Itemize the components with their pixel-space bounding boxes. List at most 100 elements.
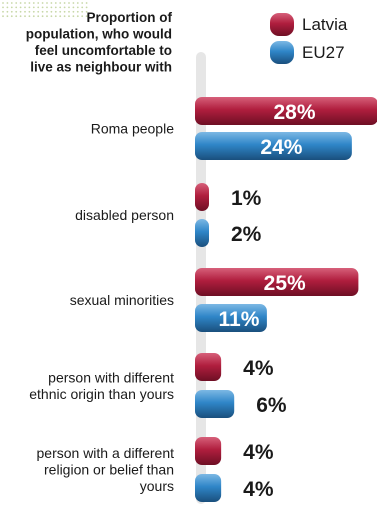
decorative-dot xyxy=(28,15,31,18)
decorative-dot xyxy=(10,15,13,18)
decorative-dot xyxy=(24,2,26,4)
chart-title-line: feel uncomfortable to xyxy=(35,43,172,58)
decorative-dot xyxy=(2,15,4,18)
decorative-dot xyxy=(2,10,4,13)
data-label: 24% xyxy=(260,136,302,159)
data-label: 11% xyxy=(219,308,260,331)
chart-title: Proportion of population, who would feel u… xyxy=(26,10,173,75)
decorative-dot xyxy=(63,15,66,18)
decorative-dot xyxy=(85,10,88,13)
decorative-dot xyxy=(72,6,75,9)
decorative-dot xyxy=(54,6,57,9)
decorative-dot xyxy=(76,10,79,13)
decorative-dot xyxy=(2,2,4,4)
decorative-dot xyxy=(6,6,9,9)
decorative-dot xyxy=(46,10,48,13)
decorative-dot xyxy=(76,15,79,18)
decorative-dot xyxy=(19,2,22,4)
bar-eu27 xyxy=(195,219,209,247)
decorative-dot xyxy=(81,2,84,4)
decorative-dot xyxy=(24,6,26,9)
decorative-dot xyxy=(81,15,84,18)
decorative-dot xyxy=(15,6,18,9)
decorative-dot xyxy=(72,10,75,13)
decorative-dot xyxy=(24,15,26,18)
decorative-dot xyxy=(59,10,62,13)
bar-latvia xyxy=(195,183,209,211)
decorative-dot xyxy=(10,10,13,13)
decorative-dot xyxy=(54,2,57,4)
decorative-dot xyxy=(15,2,18,4)
category-label-line: religion or belief than xyxy=(44,462,174,478)
decorative-dot xyxy=(28,2,31,4)
decorative-dot xyxy=(68,10,70,13)
data-label: 25% xyxy=(264,272,306,295)
decorative-dot xyxy=(76,6,79,9)
legend-swatch-latvia xyxy=(270,13,294,36)
decorative-dot xyxy=(72,2,75,4)
bar-eu27 xyxy=(195,304,267,332)
decorative-dots xyxy=(2,2,88,18)
data-label: 2% xyxy=(231,223,262,246)
decorative-dot xyxy=(50,6,53,9)
decorative-dot xyxy=(59,15,62,18)
decorative-dot xyxy=(81,6,84,9)
category-label: person with a different religion or belie… xyxy=(37,445,175,494)
legend-label-eu27: EU27 xyxy=(302,43,345,62)
category-label: Roma people xyxy=(91,121,174,137)
decorative-dot xyxy=(54,15,57,18)
decorative-dot xyxy=(6,15,9,18)
category-label: sexual minorities xyxy=(70,292,174,308)
decorative-dot xyxy=(19,6,22,9)
data-label: 1% xyxy=(231,187,262,210)
category-label-line: sexual minorities xyxy=(70,292,174,308)
decorative-dot xyxy=(41,15,44,18)
chart-title-line: live as neighbour with xyxy=(30,60,172,75)
decorative-dot xyxy=(15,15,18,18)
decorative-dot xyxy=(63,10,66,13)
bar-latvia xyxy=(195,268,359,296)
decorative-dot xyxy=(15,10,18,13)
category-label: person with different ethnic origin than … xyxy=(29,369,174,402)
decorative-dot xyxy=(59,2,62,4)
decorative-dot xyxy=(81,10,84,13)
decorative-dot xyxy=(46,2,48,4)
decorative-dot xyxy=(37,15,40,18)
decorative-dot xyxy=(59,6,62,9)
decorative-dot xyxy=(19,10,22,13)
decorative-dot xyxy=(10,6,13,9)
category-label-line: person with different xyxy=(48,369,174,385)
decorative-dot xyxy=(85,6,88,9)
decorative-dot xyxy=(37,2,40,4)
category-label-line: Roma people xyxy=(91,121,174,137)
bar-eu27 xyxy=(195,390,235,418)
bar-eu27 xyxy=(195,474,222,502)
data-label: 4% xyxy=(243,478,274,501)
category-label-line: disabled person xyxy=(75,207,174,223)
decorative-dot xyxy=(28,10,31,13)
bar-eu27 xyxy=(195,132,352,160)
category-label: disabled person xyxy=(75,207,174,223)
bar-latvia xyxy=(195,353,222,381)
category-label-line: ethnic origin than yours xyxy=(29,386,174,402)
legend-label-latvia: Latvia xyxy=(302,15,348,34)
data-label: 28% xyxy=(273,101,315,124)
data-label: 6% xyxy=(256,394,287,417)
decorative-dot xyxy=(41,10,44,13)
decorative-dot xyxy=(32,15,35,18)
data-label: 4% xyxy=(243,441,274,464)
decorative-dot xyxy=(46,15,48,18)
data-label: 4% xyxy=(243,357,274,380)
decorative-dot xyxy=(50,15,53,18)
decorative-dot xyxy=(19,15,22,18)
bar-latvia xyxy=(195,437,222,465)
decorative-dot xyxy=(41,2,44,4)
decorative-dot xyxy=(85,15,88,18)
decorative-dot xyxy=(72,15,75,18)
decorative-dot xyxy=(46,6,48,9)
decorative-dot xyxy=(68,6,70,9)
decorative-dot xyxy=(68,15,70,18)
decorative-dot xyxy=(37,6,40,9)
